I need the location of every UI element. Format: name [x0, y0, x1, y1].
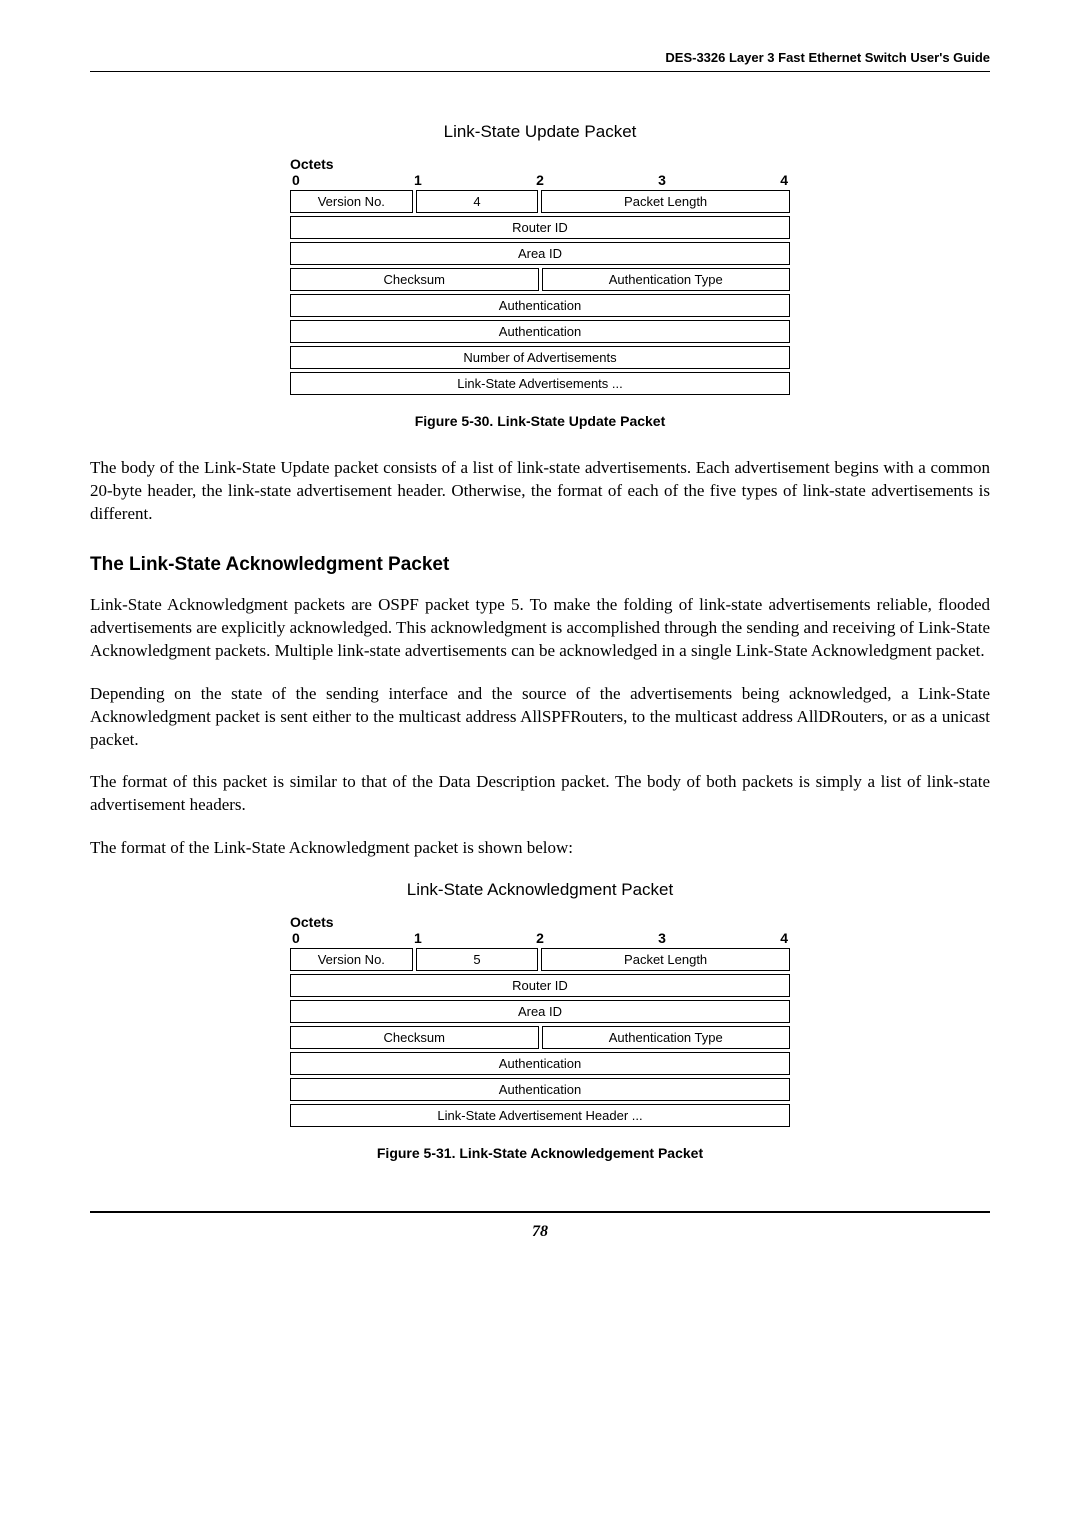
- auth-cell: Authentication: [290, 1078, 790, 1101]
- ruler-tick: 3: [658, 172, 666, 188]
- area-id-cell: Area ID: [290, 242, 790, 265]
- paragraph-1: The body of the Link-State Update packet…: [90, 457, 990, 526]
- paragraph-5: The format of the Link-State Acknowledgm…: [90, 837, 990, 860]
- type-cell: 4: [416, 190, 539, 213]
- link-state-ack-diagram: Link-State Acknowledgment Packet Octets …: [290, 880, 790, 1127]
- packet-length-cell: Packet Length: [541, 948, 790, 971]
- link-state-update-diagram: Link-State Update Packet Octets 0 1 2 3 …: [290, 122, 790, 395]
- ruler-tick: 4: [780, 172, 788, 188]
- ruler-tick: 3: [658, 930, 666, 946]
- paragraph-4: The format of this packet is similar to …: [90, 771, 990, 817]
- ruler-tick: 0: [292, 172, 300, 188]
- footer-rule: [90, 1211, 990, 1213]
- version-no-cell: Version No.: [290, 190, 413, 213]
- checksum-cell: Checksum: [290, 268, 539, 291]
- router-id-cell: Router ID: [290, 974, 790, 997]
- auth-cell: Authentication: [290, 294, 790, 317]
- version-no-cell: Version No.: [290, 948, 413, 971]
- ls-adv-cell: Link-State Advertisements ...: [290, 372, 790, 395]
- packet-length-cell: Packet Length: [541, 190, 790, 213]
- page-container: DES-3326 Layer 3 Fast Ethernet Switch Us…: [0, 0, 1080, 1281]
- ruler-tick: 2: [536, 172, 544, 188]
- diagram2-title: Link-State Acknowledgment Packet: [290, 880, 790, 900]
- diagram2-octets-label: Octets: [290, 914, 790, 930]
- ruler-tick: 0: [292, 930, 300, 946]
- ruler-tick: 1: [414, 172, 422, 188]
- page-number: 78: [90, 1223, 990, 1241]
- diagram1-ruler: 0 1 2 3 4: [292, 172, 788, 188]
- link-state-ack-heading: The Link-State Acknowledgment Packet: [90, 554, 990, 576]
- ruler-tick: 1: [414, 930, 422, 946]
- diagram1-title: Link-State Update Packet: [290, 122, 790, 142]
- paragraph-3: Depending on the state of the sending in…: [90, 683, 990, 752]
- auth-type-cell: Authentication Type: [542, 1026, 791, 1049]
- diagram1-octets-label: Octets: [290, 156, 790, 172]
- packet-row: Version No. 4 Packet Length: [290, 190, 790, 213]
- area-id-cell: Area ID: [290, 1000, 790, 1023]
- ruler-tick: 2: [536, 930, 544, 946]
- num-adv-cell: Number of Advertisements: [290, 346, 790, 369]
- checksum-cell: Checksum: [290, 1026, 539, 1049]
- header-guide-title: DES-3326 Layer 3 Fast Ethernet Switch Us…: [90, 50, 990, 65]
- figure-5-31-caption: Figure 5-31. Link-State Acknowledgement …: [90, 1145, 990, 1161]
- ls-adv-header-cell: Link-State Advertisement Header ...: [290, 1104, 790, 1127]
- auth-type-cell: Authentication Type: [542, 268, 791, 291]
- paragraph-2: Link-State Acknowledgment packets are OS…: [90, 594, 990, 663]
- figure-5-30-caption: Figure 5-30. Link-State Update Packet: [90, 413, 990, 429]
- header-rule: [90, 71, 990, 72]
- auth-cell: Authentication: [290, 320, 790, 343]
- router-id-cell: Router ID: [290, 216, 790, 239]
- ruler-tick: 4: [780, 930, 788, 946]
- packet-row: Version No. 5 Packet Length: [290, 948, 790, 971]
- diagram2-ruler: 0 1 2 3 4: [292, 930, 788, 946]
- type-cell: 5: [416, 948, 539, 971]
- auth-cell: Authentication: [290, 1052, 790, 1075]
